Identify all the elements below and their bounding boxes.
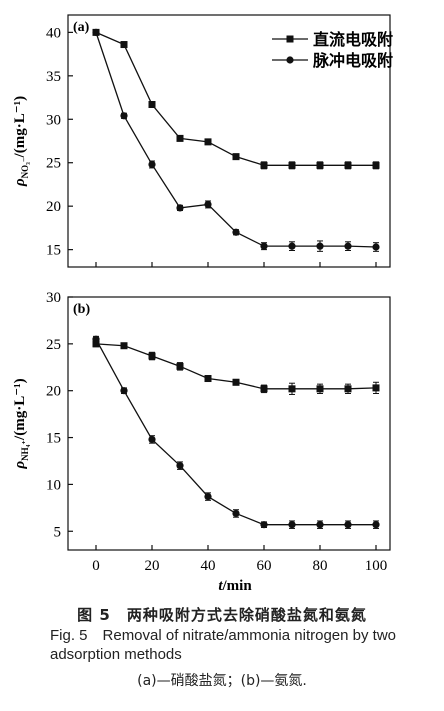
b-series-0-point [260, 385, 268, 393]
b-series-0-point [120, 342, 128, 350]
a-series-0-point [316, 161, 324, 169]
b-ytick-label: 15 [46, 431, 61, 447]
b-series-1-line [95, 338, 376, 526]
a-series-1-point [148, 160, 156, 169]
b-series-0-point [288, 385, 296, 393]
b-ytick-label: 10 [46, 477, 61, 493]
a-series-0-point [148, 101, 156, 109]
b-series-1-point [120, 387, 128, 395]
a-series-1-point [176, 204, 184, 212]
a-ylabel-sub: NO₃⁻ [20, 157, 30, 178]
b-series-0-point [204, 375, 212, 383]
a-ytick-label: 30 [46, 112, 61, 128]
a-ylabel-unit: /(mg·L⁻¹) [12, 96, 28, 159]
b-series-1-point [288, 521, 296, 529]
a-series-1-point [344, 242, 352, 250]
b-series-1-point [232, 509, 240, 518]
b-ylabel-rho: ρ [12, 461, 28, 470]
a-ytick-label: 35 [46, 69, 61, 85]
a-series-0-point [344, 161, 352, 169]
b-series-1-point [372, 521, 380, 529]
a-series-1-point [232, 228, 240, 236]
b-ytick-label: 30 [46, 290, 61, 306]
b-ytick-label: 20 [46, 384, 61, 400]
a-series-0-point [120, 41, 128, 49]
legend-marker-1 [286, 56, 294, 64]
b-xtick-label: 0 [92, 558, 100, 574]
caption-chinese: 图 5 两种吸附方式去除硝酸盐氮和氨氮 [77, 606, 367, 624]
a-series-0-point [232, 153, 240, 161]
b-series-1-point [260, 521, 268, 529]
b-series-1-point [316, 521, 324, 529]
b-xtick-label: 60 [257, 558, 272, 574]
b-series-0-point [176, 362, 184, 370]
a-ytick-label: 15 [46, 243, 61, 259]
b-ytick-label: 5 [54, 524, 62, 540]
b-series-0-point [344, 385, 352, 393]
a-series-1-point [288, 242, 296, 250]
a-ytick-label: 20 [46, 199, 61, 215]
b-ylabel-sub: NH₄⁺ [20, 440, 30, 461]
a-series-1-point [260, 242, 268, 250]
b-xtick-label: 20 [145, 558, 160, 574]
b-series-0-point [372, 384, 380, 392]
a-series-1-point [120, 112, 128, 120]
panel-b: 5 10 15 20 25 30 0 20 40 60 80 100 (b) ρNH₄⁺/(mg·L⁻¹)… [12, 290, 391, 594]
a-series-0-point [260, 161, 268, 169]
a-ytick-label: 25 [46, 156, 61, 172]
a-y-axis-label: ρNO₃⁻/(mg·L⁻¹) [12, 96, 30, 187]
b-series-1-point [92, 335, 100, 343]
legend-label-1: 脉冲电吸附 [312, 51, 393, 70]
a-series-1-point [372, 243, 380, 251]
a-ylabel-rho: ρ [12, 178, 28, 187]
b-xtick-label: 100 [365, 558, 388, 574]
a-series-1-point [92, 28, 100, 36]
b-series-0-point [316, 385, 324, 393]
x-label-unit: /min [221, 578, 252, 594]
b-series-1-point [176, 462, 184, 470]
b-series-1-point [148, 435, 156, 444]
a-series-0-point [288, 161, 296, 169]
b-y-axis-label: ρNH₄⁺/(mg·L⁻¹) [12, 378, 30, 469]
a-series-0-point [204, 138, 212, 146]
caption-english: Fig. 5 Removal of nitrate/ammonia nitrog… [50, 627, 396, 663]
a-series-0-point [176, 134, 184, 142]
b-ytick-label: 25 [46, 337, 61, 353]
x-label-t: t [218, 578, 223, 594]
b-ylabel-unit: /(mg·L⁻¹) [12, 378, 28, 441]
b-plot-frame [67, 296, 391, 551]
b-series-0-point [148, 352, 156, 360]
b-x-axis-label: t/min [218, 578, 252, 594]
a-plot-frame [67, 14, 391, 268]
a-series-1-point [316, 242, 324, 250]
b-series-0-point [92, 340, 100, 348]
b-series-1-point [344, 521, 352, 529]
a-ytick-label: 40 [46, 25, 61, 41]
b-series-0-point [232, 378, 240, 386]
a-panel-label: (a) [73, 20, 90, 35]
legend-label-0: 直流电吸附 [313, 30, 393, 49]
b-series-1-point [204, 492, 212, 501]
b-xtick-label: 80 [313, 558, 328, 574]
b-panel-label: (b) [73, 302, 90, 317]
legend-marker-0 [286, 35, 294, 43]
caption-subpanels: (a)—硝酸盐氮；(b)—氨氮. [137, 673, 307, 689]
b-xtick-label: 40 [201, 558, 216, 574]
a-series-0-point [372, 161, 380, 169]
a-series-1-point [204, 200, 212, 209]
